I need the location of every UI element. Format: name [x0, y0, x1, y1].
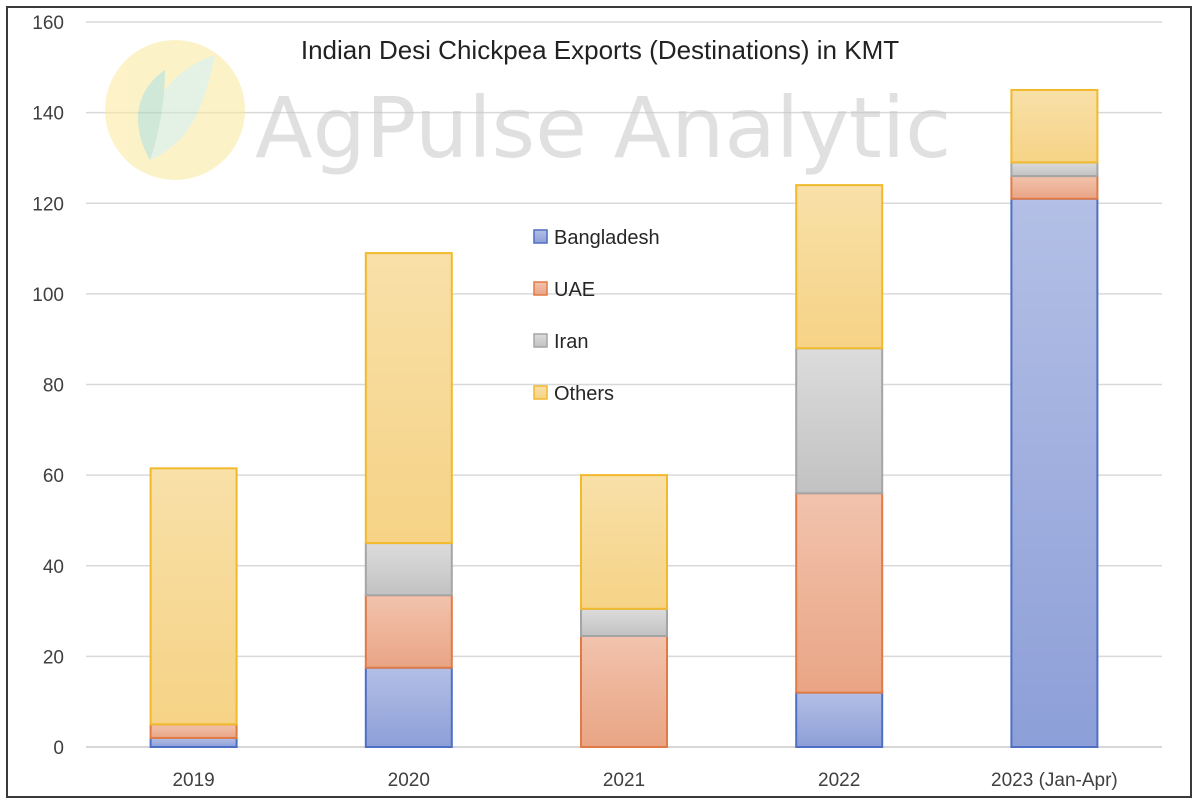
legend-label: Iran [554, 331, 588, 353]
x-tick-label: 2022 [818, 770, 860, 791]
bar-segment-bangladesh [149, 736, 238, 748]
bar-segment-uae [149, 723, 238, 739]
leaf-logo-icon [105, 40, 245, 180]
y-axis-ticks: 0 20 40 60 80 100 120 140 160 [32, 13, 64, 759]
y-tick-label: 60 [43, 466, 64, 487]
legend-label: Bangladesh [554, 227, 660, 249]
legend-swatch [533, 281, 548, 296]
bar-segment-uae [795, 492, 884, 694]
x-tick-label: 2021 [603, 770, 645, 791]
bar-segment-uae [364, 594, 453, 669]
y-tick-label: 80 [43, 376, 64, 397]
y-tick-label: 40 [43, 557, 64, 578]
x-tick-label: 2019 [172, 770, 214, 791]
y-tick-label: 140 [32, 104, 64, 125]
bar-segment-iran [1010, 161, 1099, 178]
bars [149, 88, 1099, 748]
y-tick-label: 0 [53, 738, 64, 759]
x-tick-label: 2020 [388, 770, 430, 791]
watermark-text: AgPulse Analytic [255, 79, 951, 177]
legend-label: UAE [554, 279, 595, 301]
watermark: AgPulse Analytic [105, 40, 951, 180]
y-tick-label: 160 [32, 13, 64, 34]
legend-label: Others [554, 383, 614, 405]
bar-segment-others [1010, 88, 1099, 164]
chart-title: Indian Desi Chickpea Exports (Destinatio… [301, 35, 899, 65]
legend-swatch [533, 229, 548, 244]
bar-segment-bangladesh [364, 666, 453, 748]
bar-segment-iran [580, 607, 668, 637]
bar-segment-others [795, 184, 884, 350]
bar-segment-uae [580, 634, 668, 748]
y-tick-label: 20 [43, 647, 64, 668]
legend: Bangladesh UAE Iran Others [533, 227, 660, 405]
y-tick-label: 100 [32, 285, 64, 306]
legend-swatch [533, 385, 548, 400]
bar-segment-others [149, 467, 238, 726]
bar-segment-bangladesh [1010, 197, 1099, 748]
bar-segment-others [580, 474, 668, 610]
bar-segment-uae [1010, 175, 1099, 200]
x-axis-ticks: 2019 2020 2021 2022 2023 (Jan-Apr) [172, 770, 1117, 791]
bar-segment-iran [795, 347, 884, 495]
bar-segment-iran [364, 542, 453, 597]
bar-segment-bangladesh [795, 691, 884, 748]
legend-swatch [533, 333, 548, 348]
y-tick-label: 120 [32, 194, 64, 215]
bar-segment-others [364, 252, 453, 545]
x-tick-label: 2023 (Jan-Apr) [991, 770, 1118, 791]
